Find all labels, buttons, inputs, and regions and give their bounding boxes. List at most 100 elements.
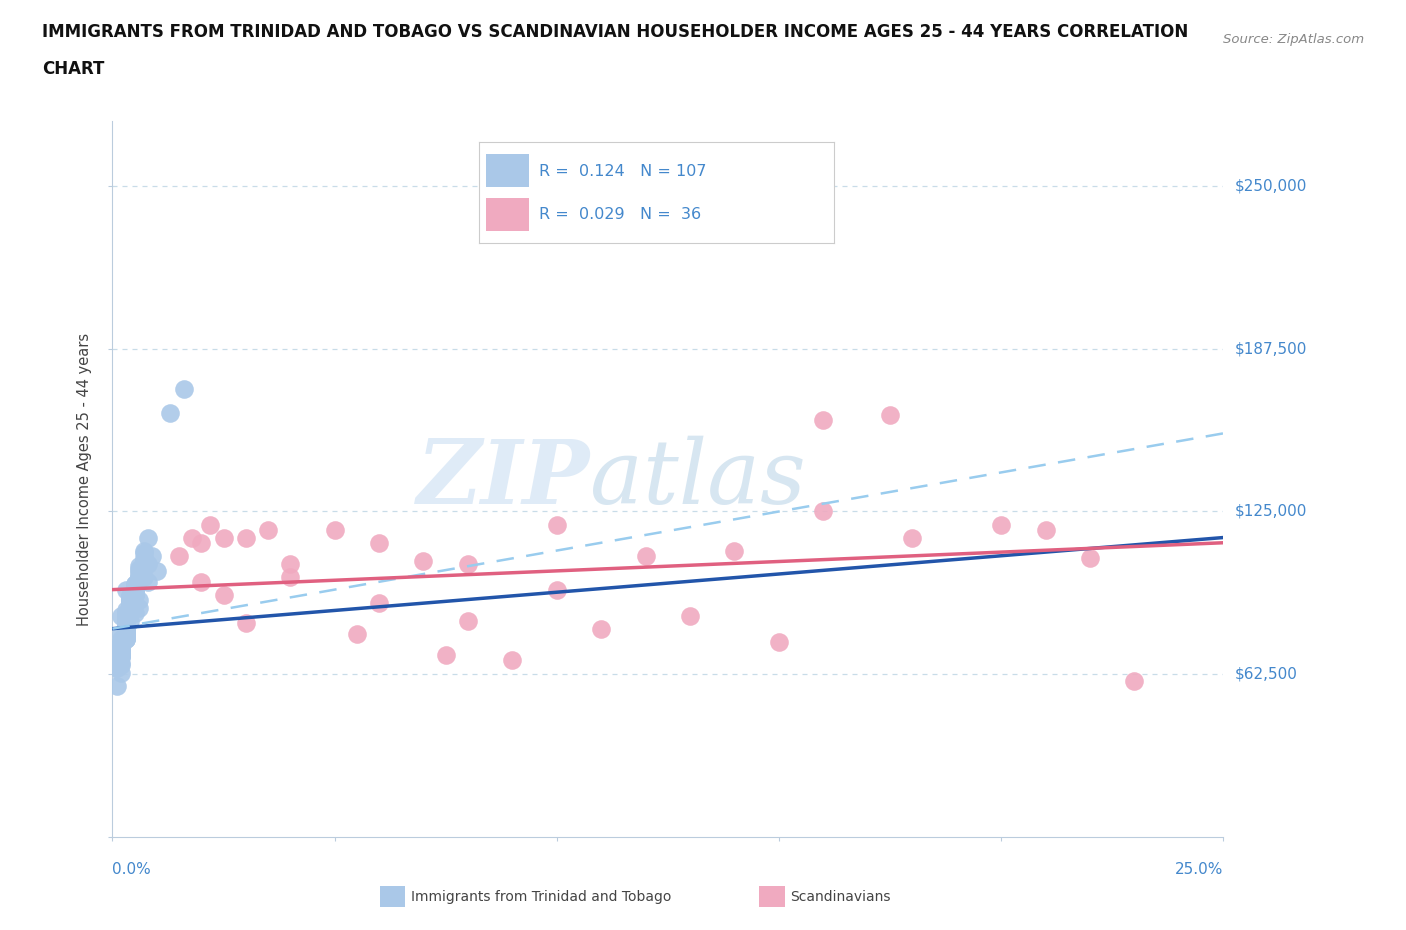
Text: $125,000: $125,000	[1234, 504, 1306, 519]
Point	[110, 640, 132, 655]
Point	[120, 595, 142, 610]
Point	[114, 627, 136, 642]
Point	[110, 637, 132, 652]
Point	[813, 413, 835, 428]
Point	[114, 608, 136, 623]
Point	[120, 601, 142, 616]
Y-axis label: Householder Income Ages 25 - 44 years: Householder Income Ages 25 - 44 years	[77, 332, 93, 626]
Point	[278, 569, 301, 584]
Point	[124, 585, 146, 600]
Point	[257, 523, 280, 538]
Point	[1078, 551, 1101, 565]
Point	[167, 549, 190, 564]
Point	[120, 598, 142, 613]
Point	[120, 598, 142, 613]
Point	[124, 582, 146, 597]
Point	[591, 621, 613, 636]
Point	[114, 624, 136, 639]
Point	[114, 629, 136, 644]
Point	[110, 627, 132, 642]
Point	[110, 647, 132, 662]
Point	[132, 543, 155, 558]
Point	[114, 629, 136, 644]
Point	[136, 556, 159, 571]
Point	[114, 629, 136, 644]
Text: atlas: atlas	[591, 435, 806, 523]
Point	[114, 631, 136, 646]
Point	[190, 536, 212, 551]
Point	[546, 517, 568, 532]
Point	[128, 562, 150, 577]
Point	[114, 614, 136, 629]
Point	[501, 653, 523, 668]
Text: 0.0%: 0.0%	[112, 862, 152, 877]
Point	[120, 595, 142, 610]
Point	[368, 536, 391, 551]
Point	[110, 634, 132, 649]
Point	[114, 621, 136, 636]
Point	[114, 614, 136, 629]
Point	[105, 660, 128, 675]
Point	[128, 566, 150, 581]
Point	[114, 616, 136, 631]
Point	[128, 592, 150, 607]
Point	[128, 569, 150, 584]
Point	[114, 608, 136, 623]
Point	[679, 608, 702, 623]
Point	[124, 595, 146, 610]
Point	[200, 517, 222, 532]
Point	[457, 614, 479, 629]
Point	[124, 588, 146, 603]
Point	[132, 569, 155, 584]
Point	[235, 616, 257, 631]
Point	[412, 553, 434, 568]
Point	[159, 405, 181, 420]
Point	[114, 616, 136, 631]
Text: IMMIGRANTS FROM TRINIDAD AND TOBAGO VS SCANDINAVIAN HOUSEHOLDER INCOME AGES 25 -: IMMIGRANTS FROM TRINIDAD AND TOBAGO VS S…	[42, 23, 1188, 41]
Point	[124, 588, 146, 603]
Point	[110, 666, 132, 681]
Point	[120, 601, 142, 616]
Point	[110, 631, 132, 646]
Point	[278, 556, 301, 571]
Point	[434, 647, 457, 662]
Point	[136, 575, 159, 590]
Point	[124, 577, 146, 591]
Point	[879, 407, 901, 422]
Point	[110, 647, 132, 662]
Point	[124, 579, 146, 594]
Point	[114, 611, 136, 626]
Point	[114, 611, 136, 626]
Point	[124, 579, 146, 594]
Point	[120, 598, 142, 613]
Text: Immigrants from Trinidad and Tobago: Immigrants from Trinidad and Tobago	[411, 889, 671, 904]
Point	[1123, 673, 1146, 688]
Point	[114, 621, 136, 636]
Point	[235, 530, 257, 545]
Point	[120, 603, 142, 618]
Point	[1035, 523, 1057, 538]
Point	[114, 611, 136, 626]
Point	[110, 655, 132, 670]
Point	[901, 530, 924, 545]
Point	[124, 582, 146, 597]
Point	[105, 653, 128, 668]
Point	[141, 549, 163, 564]
Point	[173, 381, 195, 396]
Point	[110, 642, 132, 657]
Point	[114, 618, 136, 633]
Point	[120, 601, 142, 616]
Point	[124, 579, 146, 594]
Point	[368, 595, 391, 610]
Point	[723, 543, 745, 558]
Text: ZIP: ZIP	[416, 435, 591, 523]
Point	[120, 590, 142, 604]
Text: Source: ZipAtlas.com: Source: ZipAtlas.com	[1223, 33, 1364, 46]
Point	[457, 556, 479, 571]
Point	[114, 614, 136, 629]
Point	[128, 559, 150, 574]
Point	[120, 588, 142, 603]
Point	[546, 582, 568, 597]
Point	[124, 577, 146, 591]
Point	[190, 575, 212, 590]
